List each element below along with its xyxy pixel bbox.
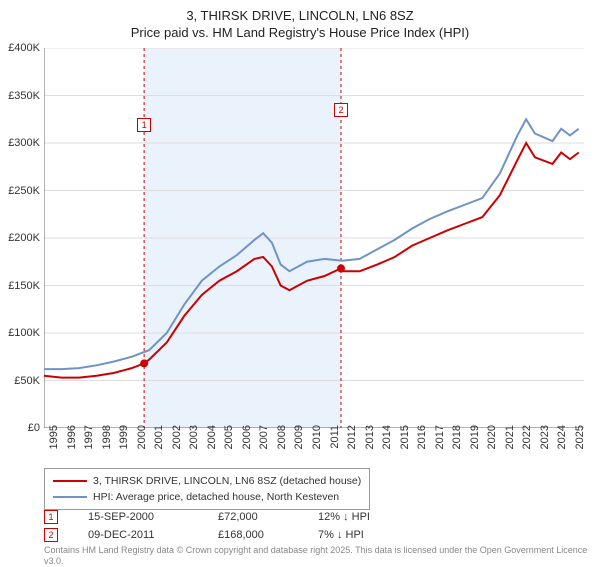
x-tick-label: 2001 (153, 425, 165, 455)
legend-item-hpi: HPI: Average price, detached house, Nort… (53, 489, 361, 505)
y-tick-label: £350K (0, 90, 40, 102)
chart-svg (44, 48, 584, 428)
x-tick-label: 2012 (346, 425, 358, 455)
chart-area: 12£0£50K£100K£150K£200K£250K£300K£350K£4… (44, 48, 584, 428)
y-tick-label: £200K (0, 232, 40, 244)
y-tick-label: £400K (0, 42, 40, 54)
title-line2: Price paid vs. HM Land Registry's House … (10, 25, 590, 40)
x-tick-label: 2021 (504, 425, 516, 455)
y-tick-label: £0 (0, 422, 40, 434)
x-tick-label: 2002 (171, 425, 183, 455)
x-tick-label: 2010 (311, 425, 323, 455)
x-tick-label: 2017 (434, 425, 446, 455)
x-tick-label: 2024 (556, 425, 568, 455)
x-tick-label: 2000 (136, 425, 148, 455)
x-tick-label: 1997 (83, 425, 95, 455)
x-tick-label: 2015 (399, 425, 411, 455)
title-line1: 3, THIRSK DRIVE, LINCOLN, LN6 8SZ (10, 8, 590, 23)
legend-swatch (53, 480, 87, 482)
x-tick-label: 2006 (241, 425, 253, 455)
x-tick-label: 2013 (364, 425, 376, 455)
x-tick-label: 2023 (539, 425, 551, 455)
x-tick-label: 2011 (329, 425, 341, 455)
event-marker-badge: 1 (44, 510, 58, 524)
event-row: 1 15-SEP-2000 £72,000 12% ↓ HPI (44, 508, 418, 526)
x-tick-label: 2025 (574, 425, 586, 455)
x-tick-label: 2008 (276, 425, 288, 455)
event-date: 09-DEC-2011 (88, 529, 218, 541)
x-tick-label: 1995 (48, 425, 60, 455)
legend-item-price-paid: 3, THIRSK DRIVE, LINCOLN, LN6 8SZ (detac… (53, 473, 361, 489)
x-tick-label: 2005 (223, 425, 235, 455)
event-diff: 7% ↓ HPI (318, 529, 418, 541)
legend: 3, THIRSK DRIVE, LINCOLN, LN6 8SZ (detac… (44, 468, 370, 510)
y-tick-label: £250K (0, 185, 40, 197)
event-marker-label: 1 (137, 118, 151, 132)
y-tick-label: £50K (0, 375, 40, 387)
y-tick-label: £100K (0, 327, 40, 339)
legend-label: HPI: Average price, detached house, Nort… (93, 491, 339, 503)
x-tick-label: 2014 (381, 425, 393, 455)
x-tick-label: 1999 (118, 425, 130, 455)
event-price: £72,000 (218, 511, 318, 523)
x-tick-label: 2019 (469, 425, 481, 455)
title-block: 3, THIRSK DRIVE, LINCOLN, LN6 8SZ Price … (0, 0, 600, 42)
event-date: 15-SEP-2000 (88, 511, 218, 523)
legend-label: 3, THIRSK DRIVE, LINCOLN, LN6 8SZ (detac… (93, 475, 361, 487)
footer: Contains HM Land Registry data © Crown c… (44, 545, 600, 567)
footer-line1: Contains HM Land Registry data © Crown c… (44, 545, 353, 555)
x-tick-label: 2018 (451, 425, 463, 455)
event-diff: 12% ↓ HPI (318, 511, 418, 523)
x-tick-label: 2004 (206, 425, 218, 455)
y-tick-label: £150K (0, 280, 40, 292)
x-tick-label: 2020 (486, 425, 498, 455)
x-tick-label: 2016 (416, 425, 428, 455)
event-marker-badge: 2 (44, 528, 58, 542)
legend-swatch (53, 496, 87, 498)
event-marker-label: 2 (334, 103, 348, 117)
event-price: £168,000 (218, 529, 318, 541)
x-tick-label: 1998 (101, 425, 113, 455)
x-tick-label: 2003 (188, 425, 200, 455)
y-tick-label: £300K (0, 137, 40, 149)
chart-container: 3, THIRSK DRIVE, LINCOLN, LN6 8SZ Price … (0, 0, 600, 560)
x-tick-label: 1996 (66, 425, 78, 455)
events-table: 1 15-SEP-2000 £72,000 12% ↓ HPI 2 09-DEC… (44, 508, 418, 544)
x-tick-label: 2009 (293, 425, 305, 455)
event-row: 2 09-DEC-2011 £168,000 7% ↓ HPI (44, 526, 418, 544)
x-tick-label: 2007 (258, 425, 270, 455)
x-tick-label: 2022 (521, 425, 533, 455)
